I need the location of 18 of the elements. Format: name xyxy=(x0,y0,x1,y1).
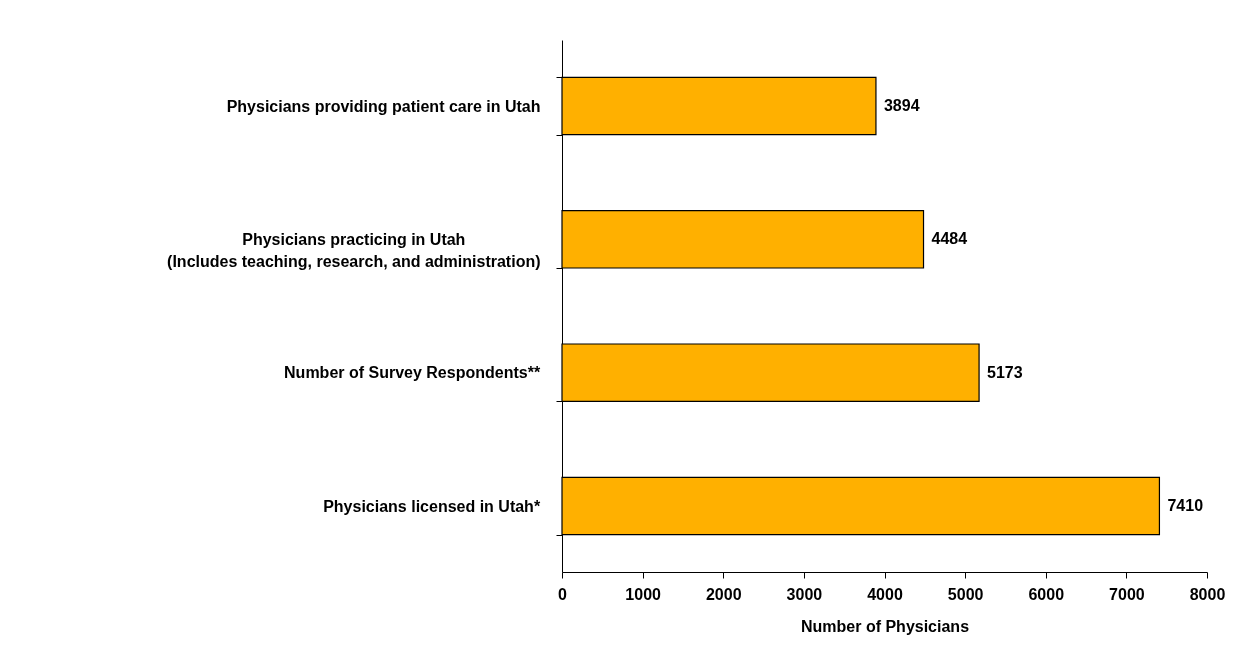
x-tick-label: 7000 xyxy=(1109,585,1145,603)
x-tick-label: 6000 xyxy=(1028,585,1065,603)
data-label: 3894 xyxy=(883,97,920,114)
x-tick-label: 1000 xyxy=(625,585,662,603)
x-tick-label: 3000 xyxy=(786,585,823,603)
x-tick-label: 4000 xyxy=(867,585,903,603)
data-label: 5173 xyxy=(987,363,1023,381)
data-label: 4484 xyxy=(931,230,968,248)
x-tick-label: 8000 xyxy=(1189,585,1226,603)
x-axis-title: Number of Physicians xyxy=(800,617,970,635)
x-tick-label: 0 xyxy=(558,585,568,603)
data-label: 7410 xyxy=(1167,497,1204,514)
y-tick-label: Physicians practicing in Utah (Includes teaching, research, and administration) xyxy=(167,230,541,270)
y-tick-label: Number of Survey Respondents** xyxy=(284,364,541,382)
y-tick-label: Physicians licensed in Utah* xyxy=(323,497,541,515)
y-tick-label: Physicians providing patient care in Utah xyxy=(226,97,541,115)
x-tick-label: 5000 xyxy=(947,585,984,603)
x-tick-label: 2000 xyxy=(705,585,742,603)
